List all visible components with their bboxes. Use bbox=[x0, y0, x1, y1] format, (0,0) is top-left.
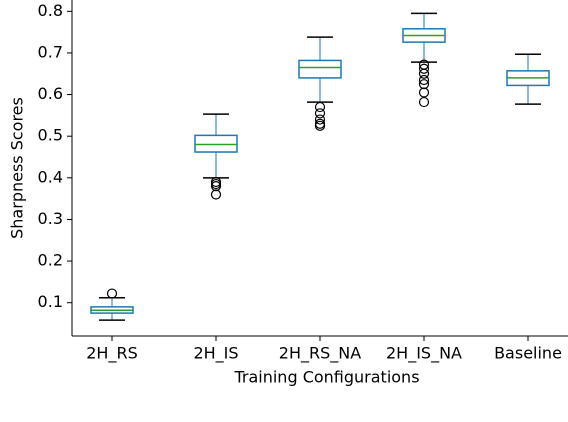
box bbox=[298, 59, 342, 79]
outlier bbox=[418, 63, 430, 74]
x-tick-label: 2H_RS_NA bbox=[279, 344, 361, 364]
outlier bbox=[418, 87, 430, 98]
outlier bbox=[210, 178, 222, 190]
y-tick-label: 0.4 bbox=[38, 167, 63, 186]
outlier bbox=[314, 118, 326, 129]
x-tick-label: 2H_IS_NA bbox=[386, 344, 462, 364]
outlier bbox=[314, 101, 326, 113]
x-tick-label: Baseline bbox=[494, 344, 562, 363]
outlier bbox=[314, 114, 326, 125]
outlier bbox=[314, 108, 326, 119]
box bbox=[194, 134, 238, 153]
outlier bbox=[210, 189, 222, 200]
y-tick-label: 0.5 bbox=[38, 126, 63, 145]
outlier bbox=[106, 288, 118, 299]
x-tick-label: 2H_RS bbox=[86, 344, 137, 364]
x-tick-label: 2H_IS bbox=[193, 344, 238, 364]
y-tick-label: 0.8 bbox=[38, 1, 63, 20]
y-tick-label: 0.7 bbox=[38, 42, 63, 61]
y-tick-label: 0.3 bbox=[38, 209, 63, 228]
y-axis-label: Sharpness Scores bbox=[8, 97, 27, 239]
y-tick-label: 0.2 bbox=[38, 251, 63, 270]
outlier bbox=[418, 79, 430, 90]
y-tick-label: 0.1 bbox=[38, 292, 63, 311]
outlier bbox=[418, 74, 430, 86]
outlier bbox=[418, 96, 430, 108]
outlier bbox=[418, 59, 430, 70]
x-axis-label: Training Configurations bbox=[233, 368, 419, 387]
y-tick-label: 0.6 bbox=[38, 84, 63, 103]
outlier bbox=[210, 176, 222, 188]
